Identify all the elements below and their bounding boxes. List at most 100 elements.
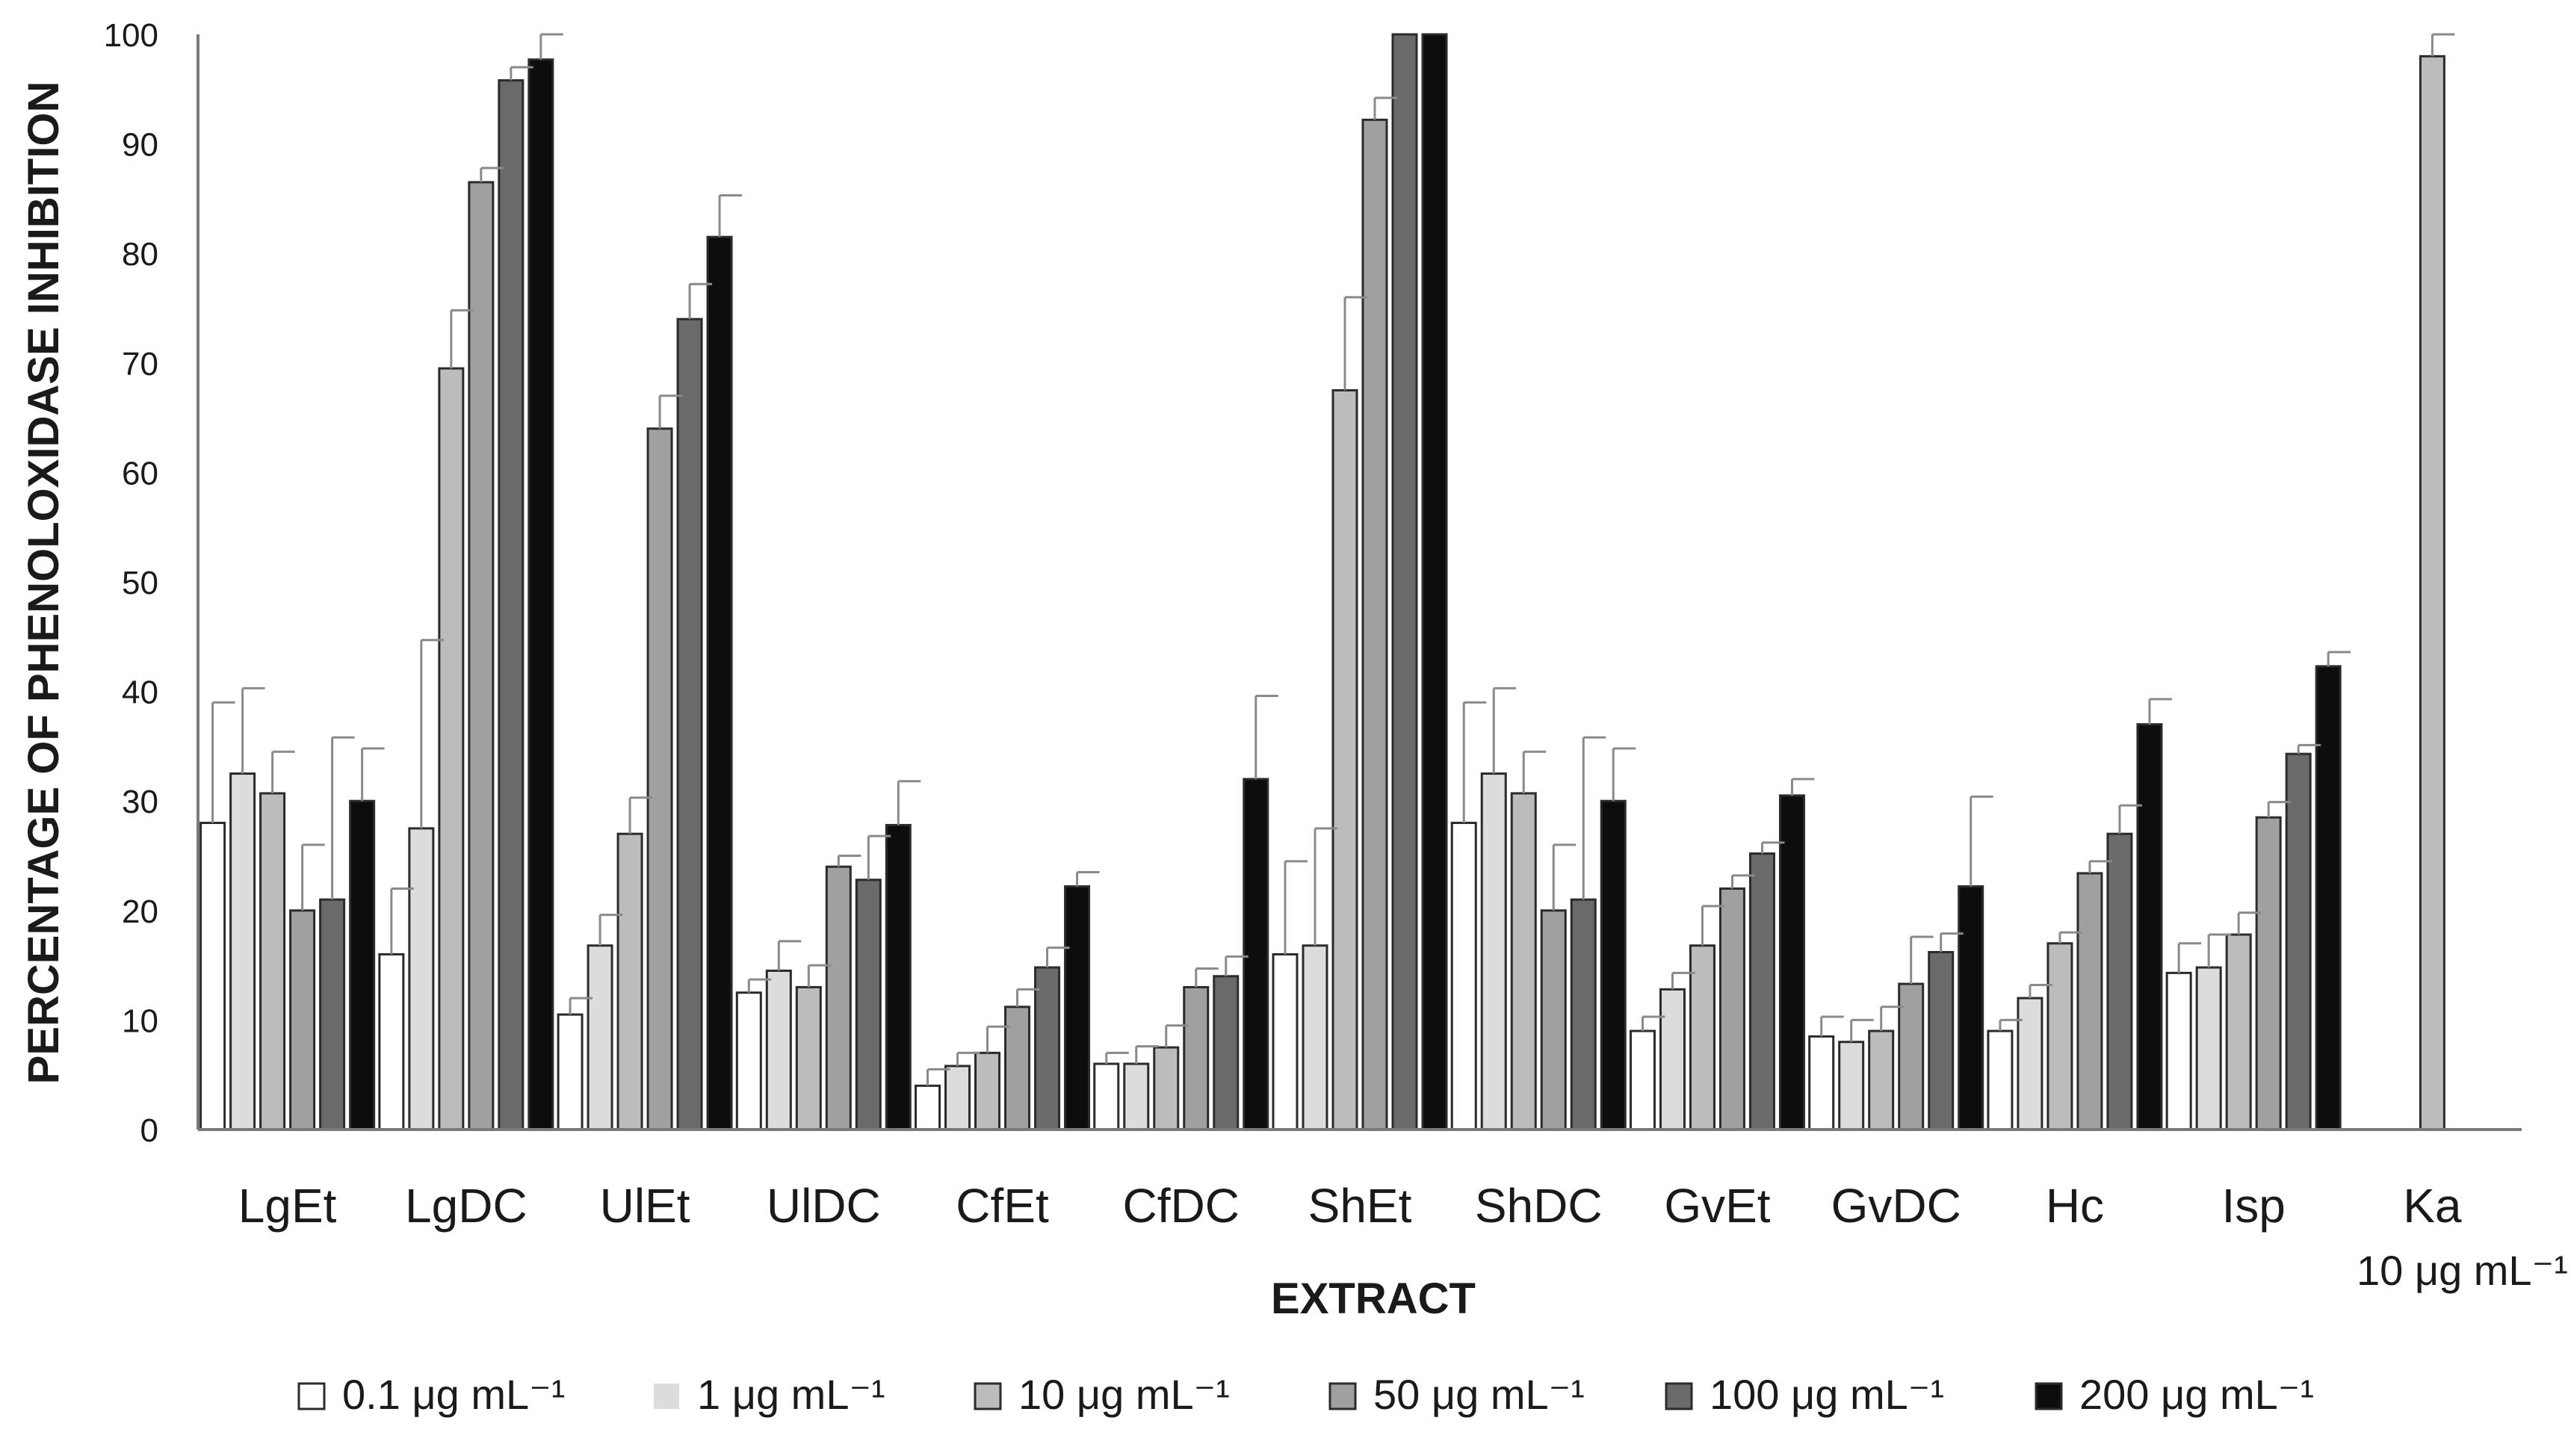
bar-ulet-series-3 bbox=[616, 832, 643, 1131]
x-category-label: LgDC bbox=[405, 1179, 527, 1233]
bar-shet-series-1 bbox=[1272, 952, 1299, 1131]
bar-shdc-series-2 bbox=[1480, 772, 1507, 1131]
bar-lget-series-3 bbox=[259, 792, 286, 1131]
bar-hc-series-3 bbox=[2046, 942, 2073, 1131]
legend-label-series-1: 0.1 μg mL⁻¹ bbox=[342, 1371, 565, 1418]
bar-uldc-series-4 bbox=[825, 865, 852, 1131]
bar-lgdc-series-2 bbox=[408, 827, 435, 1131]
y-axis-title: PERCENTAGE OF PHENOLOXIDASE INHIBITION bbox=[19, 81, 68, 1085]
x-category-label: CfDC bbox=[1123, 1179, 1240, 1233]
x-category-label: LgEt bbox=[238, 1179, 337, 1233]
bar-shdc-series-3 bbox=[1510, 792, 1537, 1131]
bar-isp-series-2 bbox=[2195, 966, 2222, 1131]
bar-gvdc-series-5 bbox=[1928, 951, 1955, 1131]
bar-uldc-series-3 bbox=[795, 985, 822, 1131]
bar-lget-series-1 bbox=[199, 822, 226, 1131]
bar-lget-series-4 bbox=[289, 909, 316, 1131]
bar-shdc-series-1 bbox=[1450, 822, 1477, 1131]
bar-cfet-series-2 bbox=[944, 1065, 971, 1131]
x-axis-title: EXTRACT bbox=[1271, 1274, 1476, 1323]
x-category-label: Hc bbox=[2046, 1179, 2104, 1233]
bar-gvdc-series-2 bbox=[1838, 1041, 1865, 1131]
bar-lgdc-series-4 bbox=[468, 181, 495, 1131]
bar-ulet-series-1 bbox=[557, 1013, 584, 1131]
bar-lgdc-series-1 bbox=[378, 952, 405, 1131]
legend-label-series-6: 200 μg mL⁻¹ bbox=[2079, 1371, 2314, 1418]
bar-gvet-series-5 bbox=[1748, 852, 1775, 1131]
bar-cfdc-series-4 bbox=[1183, 985, 1210, 1131]
bar-hc-series-2 bbox=[2017, 997, 2044, 1131]
bar-uldc-series-2 bbox=[765, 969, 792, 1131]
bar-lgdc-series-3 bbox=[438, 367, 465, 1131]
x-category-label: GvEt bbox=[1664, 1179, 1770, 1233]
bar-shdc-series-4 bbox=[1540, 909, 1567, 1131]
y-tick-label: 100 bbox=[104, 17, 158, 54]
bar-shet-series-5 bbox=[1391, 33, 1418, 1131]
bar-lget-series-6 bbox=[349, 799, 376, 1131]
bar-isp-series-4 bbox=[2255, 816, 2282, 1131]
legend-swatch-series-4 bbox=[1328, 1382, 1357, 1410]
bar-hc-series-1 bbox=[1987, 1029, 2014, 1131]
bar-uldc-series-5 bbox=[855, 879, 882, 1131]
y-axis-ticks: 0 10 20 30 40 50 60 70 80 90 100 bbox=[104, 17, 158, 1149]
y-tick-label: 0 bbox=[140, 1112, 158, 1149]
bar-lget-series-2 bbox=[229, 772, 256, 1131]
bar-isp-series-6 bbox=[2315, 665, 2342, 1131]
bar-lgdc-series-6 bbox=[527, 58, 554, 1131]
bar-shet-series-2 bbox=[1302, 944, 1328, 1131]
bar-cfdc-series-2 bbox=[1123, 1062, 1150, 1131]
bar-gvdc-series-4 bbox=[1898, 982, 1925, 1131]
bar-ulet-series-2 bbox=[587, 944, 613, 1131]
bar-ka-series-3 bbox=[2419, 55, 2445, 1131]
bar-shet-series-4 bbox=[1361, 118, 1388, 1131]
legend-swatch-series-3 bbox=[974, 1382, 1002, 1410]
bar-gvdc-series-3 bbox=[1868, 1029, 1895, 1131]
bar-gvet-series-1 bbox=[1629, 1029, 1656, 1131]
x-category-label: CfEt bbox=[956, 1179, 1049, 1233]
bar-cfet-series-6 bbox=[1064, 885, 1091, 1131]
bar-cfet-series-4 bbox=[1004, 1006, 1031, 1131]
y-tick-label: 70 bbox=[122, 346, 158, 382]
legend-label-series-5: 100 μg mL⁻¹ bbox=[1710, 1371, 1944, 1418]
legend: 0.1 μg mL⁻¹ 1 μg mL⁻¹ 10 μg mL⁻¹ 50 μg mL⁻¹… bbox=[297, 1371, 2314, 1418]
bar-ulet-series-5 bbox=[676, 317, 703, 1131]
legend-swatch-series-6 bbox=[2035, 1382, 2063, 1410]
bar-gvdc-series-6 bbox=[1958, 885, 1984, 1131]
x-category-label: Isp bbox=[2221, 1179, 2285, 1233]
x-category-label: UlDC bbox=[767, 1179, 881, 1233]
bar-lget-series-5 bbox=[319, 898, 346, 1131]
x-category-label: Ka bbox=[2403, 1179, 2462, 1233]
bar-ulet-series-6 bbox=[706, 235, 733, 1131]
bar-cfet-series-1 bbox=[915, 1084, 941, 1131]
bar-hc-series-6 bbox=[2136, 723, 2163, 1131]
bar-uldc-series-6 bbox=[885, 823, 912, 1131]
bar-hc-series-5 bbox=[2106, 832, 2133, 1131]
legend-swatch-series-2 bbox=[654, 1384, 679, 1409]
bar-uldc-series-1 bbox=[735, 991, 762, 1131]
bar-cfet-series-5 bbox=[1034, 966, 1061, 1131]
y-tick-label: 30 bbox=[122, 784, 158, 820]
bar-isp-series-3 bbox=[2225, 933, 2252, 1131]
y-tick-label: 40 bbox=[122, 675, 158, 711]
error-bars bbox=[211, 33, 2455, 1086]
x-category-label: GvDC bbox=[1831, 1179, 1961, 1233]
x-axis-categories: LgEt LgDC UlEt UlDC CfEt CfDC ShEt ShDC GvEt GvDC… bbox=[238, 1179, 2568, 1294]
bar-shdc-series-6 bbox=[1600, 799, 1627, 1131]
x-category-label: ShDC bbox=[1475, 1179, 1603, 1233]
bar-cfet-series-3 bbox=[974, 1051, 1001, 1131]
legend-label-series-4: 50 μg mL⁻¹ bbox=[1373, 1371, 1585, 1418]
legend-label-series-3: 10 μg mL⁻¹ bbox=[1018, 1371, 1230, 1418]
y-tick-label: 80 bbox=[122, 236, 158, 273]
bar-shet-series-3 bbox=[1331, 388, 1358, 1131]
bar-gvet-series-4 bbox=[1718, 887, 1745, 1131]
legend-swatch-series-1 bbox=[297, 1382, 326, 1410]
bar-gvet-series-2 bbox=[1659, 988, 1686, 1131]
x-category-label: ShEt bbox=[1308, 1179, 1412, 1233]
bar-cfdc-series-3 bbox=[1153, 1046, 1180, 1131]
bar-shdc-series-5 bbox=[1570, 898, 1597, 1131]
legend-swatch-series-5 bbox=[1665, 1382, 1693, 1410]
bar-cfdc-series-5 bbox=[1213, 975, 1240, 1131]
x-category-label: UlEt bbox=[600, 1179, 690, 1233]
y-tick-label: 20 bbox=[122, 893, 158, 930]
